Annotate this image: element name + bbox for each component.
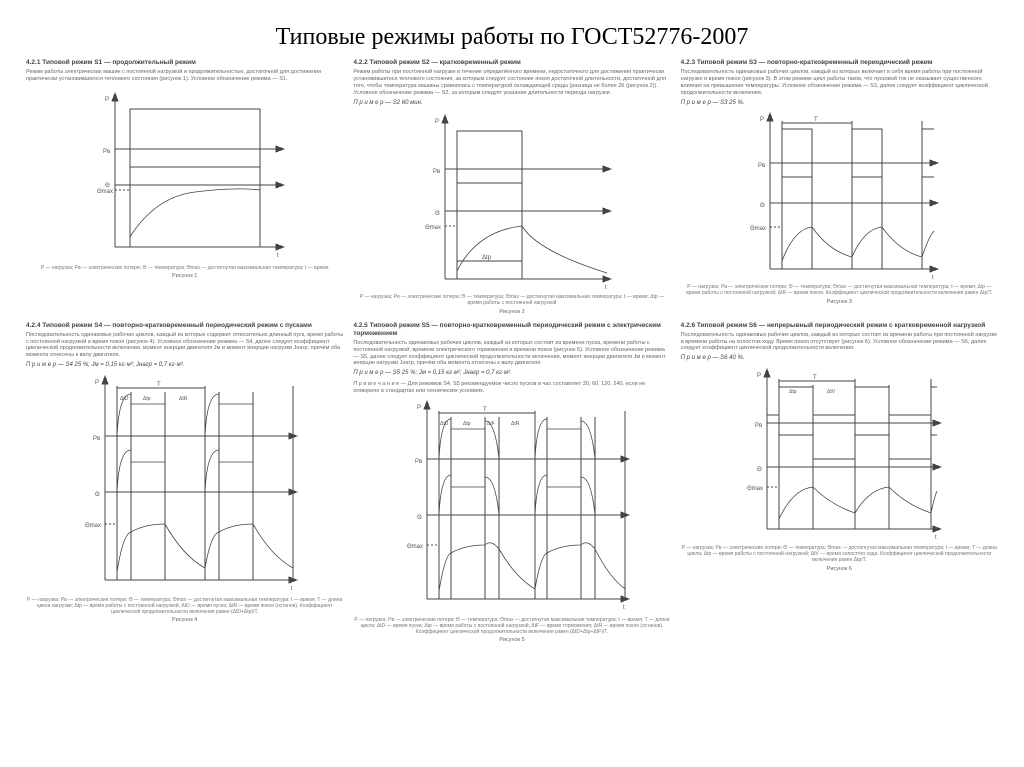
svg-text:P: P xyxy=(417,405,421,411)
diagram-s5: T ΔtD Δtp ΔtF ΔtR P Pв Θ Θmax t xyxy=(387,399,637,614)
svg-text:ΔtR: ΔtR xyxy=(179,396,188,402)
note-s5: П р и м е ч а н и е — Для режимов S4, S5… xyxy=(353,381,670,395)
svg-text:Pв: Pв xyxy=(758,163,765,169)
page-title: Типовые режимы работы по ГОСТ52776-2007 xyxy=(0,0,1024,51)
svg-text:T: T xyxy=(813,375,817,381)
diagram-s6: T Δtp ΔtV P Pв Θ Θmax t xyxy=(729,367,949,542)
svg-text:ΔtD: ΔtD xyxy=(120,396,129,402)
panel-s1: 4.2.1 Типовой режим S1 — продолжительный… xyxy=(26,59,343,316)
svg-text:Θmax: Θmax xyxy=(407,544,423,550)
desc-s1: Режим работы электрических машин с посто… xyxy=(26,69,343,83)
heading-s1: 4.2.1 Типовой режим S1 — продолжительный… xyxy=(26,59,343,67)
caption-s5: Рисунок 5 xyxy=(353,637,670,644)
panel-s5: 4.2.5 Типовой режим S5 — повторно-кратко… xyxy=(353,322,670,645)
svg-text:t: t xyxy=(277,253,279,259)
svg-text:t: t xyxy=(291,586,293,592)
heading-s4: 4.2.4 Типовой режим S4 — повторно-кратко… xyxy=(26,322,343,330)
legend-s5: P — нагрузка; Pв — электрические потери;… xyxy=(353,617,670,636)
svg-text:Θ: Θ xyxy=(435,211,440,217)
example-s3: П р и м е р — S3 25 %. xyxy=(681,100,998,108)
svg-text:P: P xyxy=(757,373,761,379)
example-s4: П р и м е р — S4 25 %; Jм = 0,15 кг·м²; … xyxy=(26,362,343,370)
svg-text:Θ: Θ xyxy=(95,492,100,498)
legend-s4: P — нагрузка; Pв — электрические потери;… xyxy=(26,597,343,616)
svg-text:Pв: Pв xyxy=(103,149,110,155)
example-s6: П р и м е р — S6 40 %. xyxy=(681,355,998,363)
caption-s6: Рисунок 6 xyxy=(681,566,998,573)
panel-s3: 4.2.3 Типовой режим S3 — повторно-кратко… xyxy=(681,59,998,316)
legend-s3: P — нагрузка; Pв — электрические потери;… xyxy=(681,284,998,297)
svg-text:Θmax: Θmax xyxy=(747,486,763,492)
svg-text:Θ: Θ xyxy=(417,515,422,521)
desc-s6: Последовательность одинаковых рабочих ци… xyxy=(681,332,998,353)
svg-text:P: P xyxy=(435,119,439,125)
legend-s6: P — нагрузка; Pв — электрические потери;… xyxy=(681,545,998,564)
caption-s1: Рисунок 1 xyxy=(26,273,343,280)
svg-text:Θ: Θ xyxy=(760,203,765,209)
desc-s3: Последовательность одинаковых рабочих ци… xyxy=(681,69,998,97)
heading-s2: 4.2.2 Типовой режим S2 — кратковременный… xyxy=(353,59,670,67)
caption-s2: Рисунок 2 xyxy=(353,309,670,316)
heading-s6: 4.2.6 Типовой режим S6 — непрерывный пер… xyxy=(681,322,998,330)
caption-s3: Рисунок 3 xyxy=(681,299,998,306)
svg-text:t: t xyxy=(932,275,934,281)
svg-text:Θmax: Θmax xyxy=(425,225,441,231)
svg-text:t: t xyxy=(935,535,937,541)
svg-text:ΔtD: ΔtD xyxy=(440,421,449,427)
panel-grid: 4.2.1 Типовой режим S1 — продолжительный… xyxy=(0,51,1024,644)
legend-s1: P — нагрузка; Pв — электрические потери;… xyxy=(26,265,343,271)
page: Типовые режимы работы по ГОСТ52776-2007 … xyxy=(0,0,1024,767)
svg-text:t: t xyxy=(623,605,625,611)
svg-text:Θmax: Θmax xyxy=(750,226,766,232)
panel-s4: 4.2.4 Типовой режим S4 — повторно-кратко… xyxy=(26,322,343,645)
panel-s6: 4.2.6 Типовой режим S6 — непрерывный пер… xyxy=(681,322,998,645)
diagram-s3: T P Pв Θ Θmax t xyxy=(734,111,944,281)
desc-s5: Последовательность одинаковых рабочих ци… xyxy=(353,340,670,368)
svg-text:ΔtF: ΔtF xyxy=(487,421,495,427)
svg-text:Pв: Pв xyxy=(755,423,762,429)
panel-s2: 4.2.2 Типовой режим S2 — кратковременный… xyxy=(353,59,670,316)
heading-s5: 4.2.5 Типовой режим S5 — повторно-кратко… xyxy=(353,322,670,338)
svg-text:Pв: Pв xyxy=(433,169,440,175)
example-s2: П р и м е р — S2 60 мин. xyxy=(353,100,670,108)
diagram-s2: Δtp P Pв Θ Θmax t xyxy=(407,111,617,291)
svg-text:P: P xyxy=(760,117,764,123)
desc-s2: Режим работы при постоянной нагрузке в т… xyxy=(353,69,670,97)
svg-text:Δtp: Δtp xyxy=(482,255,492,261)
svg-text:Θmax: Θmax xyxy=(85,523,101,529)
diagram-s1: P Pв Θ Θmax t xyxy=(75,87,295,262)
diagram-s4: T ΔtD Δtp ΔtR P Pв Θ Θmax t xyxy=(65,374,305,594)
example-s5: П р и м е р — S5 25 %; Jм = 0,15 кг·м²; … xyxy=(353,370,670,378)
svg-text:ΔtV: ΔtV xyxy=(827,389,836,395)
desc-s4: Последовательность одинаковых рабочих ци… xyxy=(26,332,343,360)
svg-text:P: P xyxy=(105,97,109,103)
svg-text:Pв: Pв xyxy=(93,436,100,442)
svg-text:Pв: Pв xyxy=(415,459,422,465)
heading-s3: 4.2.3 Типовой режим S3 — повторно-кратко… xyxy=(681,59,998,67)
svg-text:T: T xyxy=(814,117,818,123)
svg-text:Θmax: Θmax xyxy=(97,189,113,195)
svg-text:T: T xyxy=(157,382,161,388)
svg-text:P: P xyxy=(95,380,99,386)
caption-s4: Рисунок 4 xyxy=(26,617,343,624)
legend-s2: P — нагрузка; Pв — электрические потери;… xyxy=(353,294,670,307)
svg-text:Θ: Θ xyxy=(757,467,762,473)
svg-text:ΔtR: ΔtR xyxy=(511,421,520,427)
svg-text:Δtp: Δtp xyxy=(463,421,471,427)
svg-text:Δtp: Δtp xyxy=(789,389,797,395)
svg-text:Δtp: Δtp xyxy=(143,396,151,402)
svg-text:T: T xyxy=(483,407,487,413)
svg-text:t: t xyxy=(605,285,607,291)
